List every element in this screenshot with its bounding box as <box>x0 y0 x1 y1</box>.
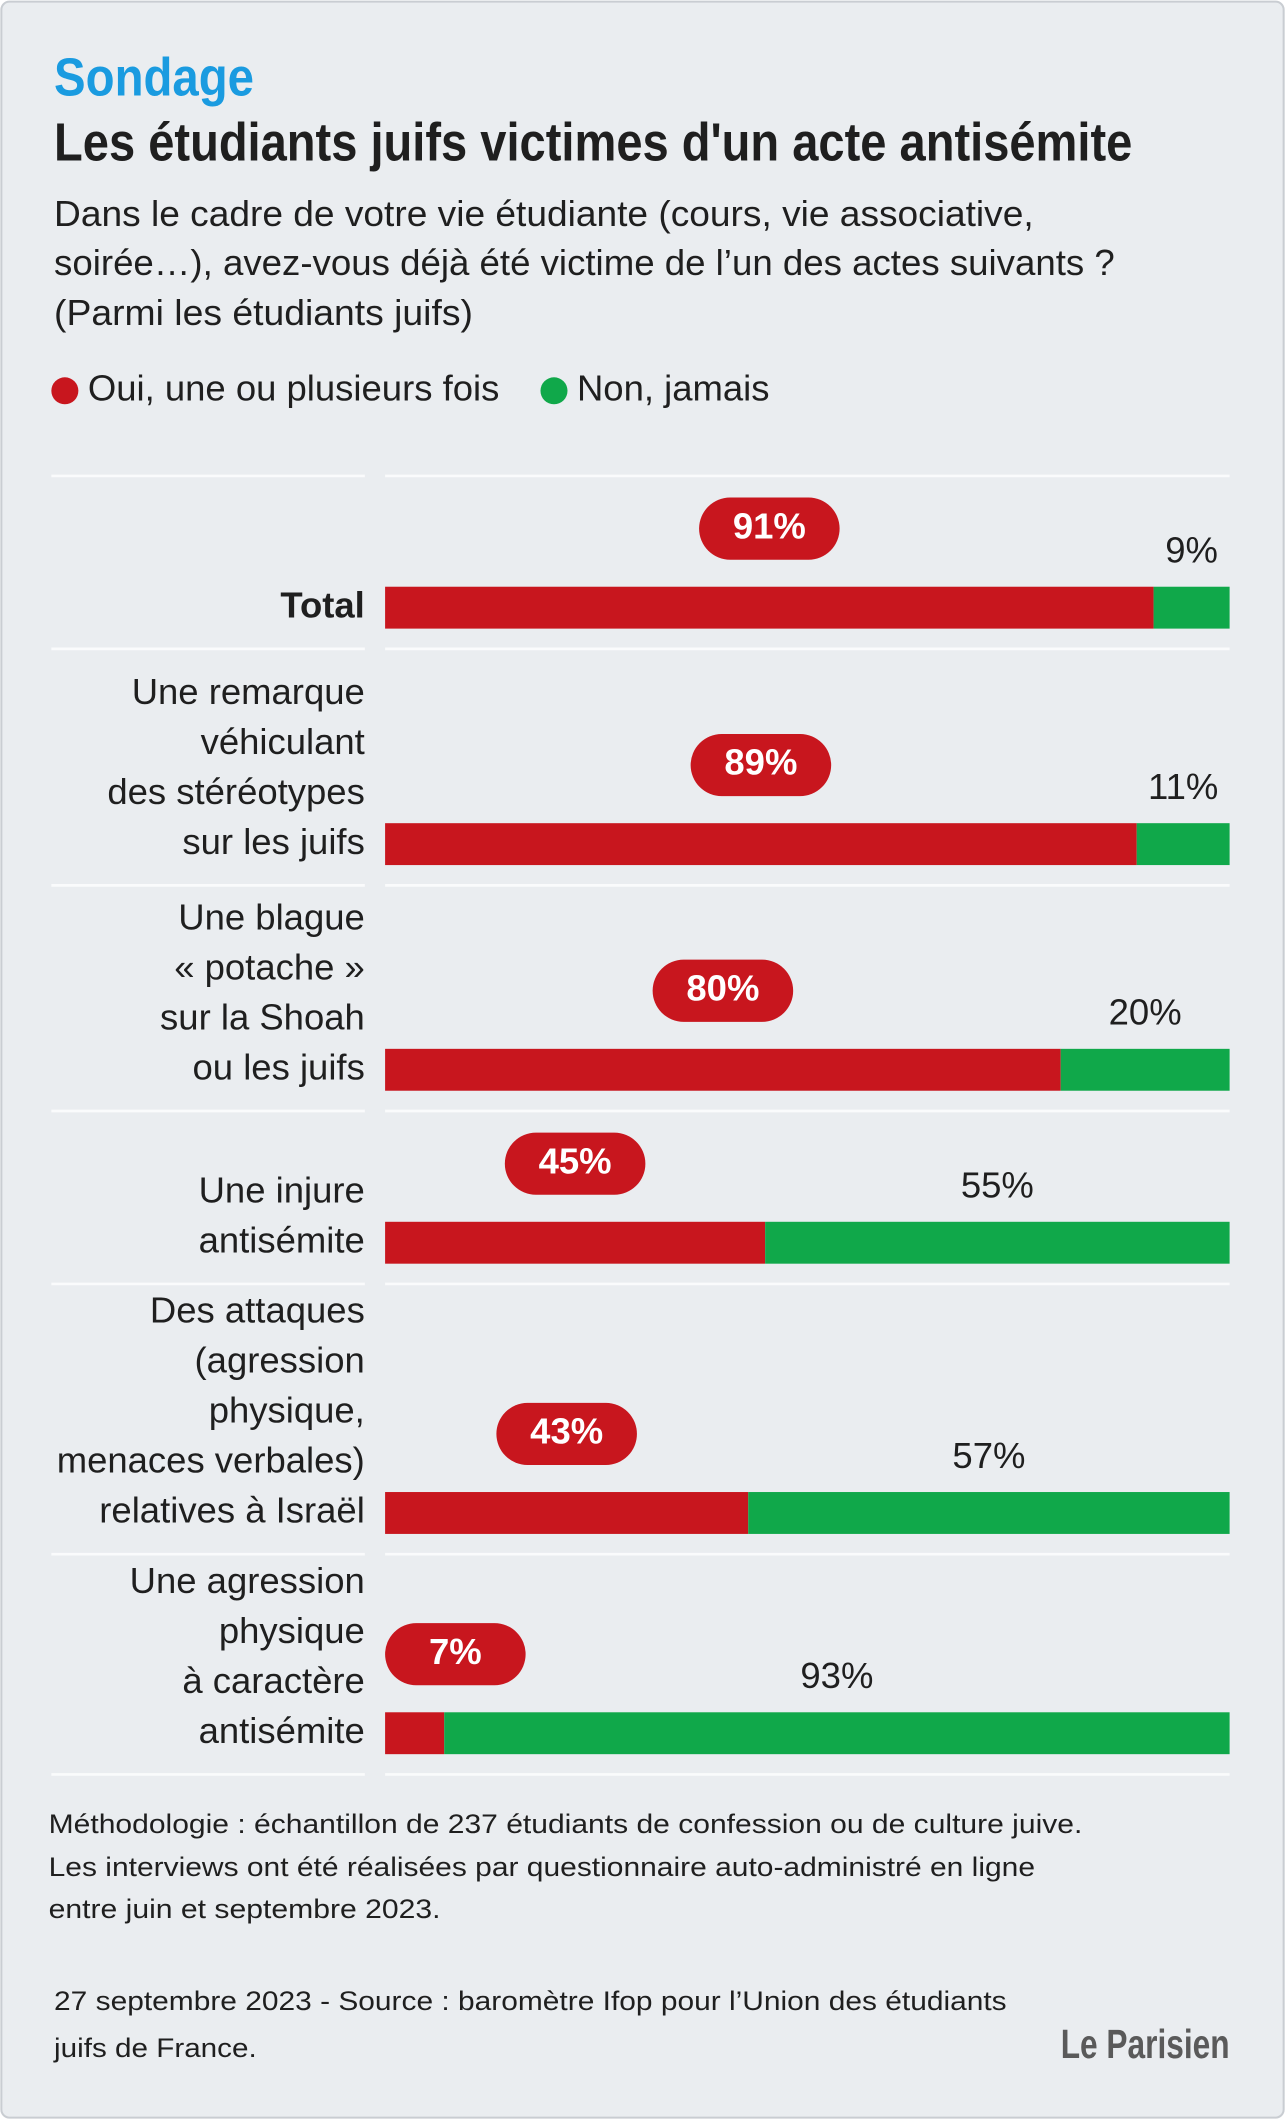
category-label: antisémite <box>199 1219 365 1260</box>
note: entre juin et septembre 2023. <box>49 1894 441 1924</box>
legend-label: Non, jamais <box>577 367 770 408</box>
value-pill <box>652 959 794 1022</box>
bar-segment <box>385 586 1154 629</box>
category-label: à caractère <box>182 1660 364 1701</box>
value-label: 11% <box>1148 766 1218 807</box>
source: juifs de France. <box>53 2033 257 2063</box>
value-label: 57% <box>952 1435 1025 1476</box>
bar-segment <box>1136 823 1230 866</box>
category-label: Une remarque <box>132 671 365 712</box>
category-label: physique <box>219 1610 365 1651</box>
category-label: « potache » <box>174 946 365 987</box>
value-pill <box>690 734 832 797</box>
note: Méthodologie : échantillon de 237 étudia… <box>49 1809 1083 1839</box>
chart-title: Les étudiants juifs victimes d'un acte a… <box>54 113 1132 173</box>
category-label: véhiculant <box>201 721 365 762</box>
value-label: 45% <box>539 1140 612 1181</box>
logo: Le Parisien <box>1061 2021 1230 2067</box>
bar-segment <box>385 1712 445 1755</box>
bar-segment <box>748 1492 1230 1534</box>
category-label: Une injure <box>199 1169 365 1210</box>
value-pill <box>504 1132 646 1195</box>
legend-swatch <box>540 377 568 405</box>
bar-segment <box>444 1712 1230 1755</box>
source: 27 septembre 2023 - Source : baromètre I… <box>54 1986 1007 2016</box>
category-label: relatives à Israël <box>99 1490 365 1531</box>
value-label: 55% <box>961 1165 1034 1206</box>
subtitle: soirée…), avez-vous déjà été victime de … <box>54 242 1115 283</box>
value-pill <box>496 1402 637 1466</box>
category-label: des stéréotypes <box>107 771 364 812</box>
category-label: Des attaques <box>150 1290 365 1331</box>
value-label: 91% <box>733 505 806 546</box>
category-label: physique, <box>209 1390 365 1431</box>
bar-segment <box>385 823 1137 866</box>
bar-segment <box>1060 1048 1230 1091</box>
bar-segment <box>765 1221 1230 1264</box>
value-label: 20% <box>1109 992 1182 1033</box>
subtitle: Dans le cadre de votre vie étudiante (co… <box>54 193 1034 234</box>
value-label: 89% <box>724 742 797 783</box>
value-label: 93% <box>800 1655 873 1696</box>
bar-segment <box>385 1221 766 1264</box>
value-label: 80% <box>686 967 759 1008</box>
category-label: menaces verbales) <box>57 1440 365 1481</box>
category-label: Une agression <box>130 1560 365 1601</box>
value-label: 43% <box>530 1411 603 1452</box>
value-label: 7% <box>429 1631 482 1672</box>
bar-segment <box>1153 586 1230 629</box>
legend-label: Oui, une ou plusieurs fois <box>88 367 500 408</box>
subtitle: (Parmi les étudiants juifs) <box>54 292 473 333</box>
category-label: antisémite <box>199 1710 365 1751</box>
value-label: 9% <box>1165 530 1218 571</box>
category-label: Une blague <box>178 896 365 937</box>
value-pill <box>385 1623 526 1686</box>
bar-segment <box>385 1492 749 1534</box>
legend-swatch <box>51 377 79 405</box>
category-label: sur la Shoah <box>160 996 365 1037</box>
category-label: (agression <box>195 1340 365 1381</box>
bar-segment <box>385 1048 1061 1091</box>
kicker: Sondage <box>54 48 254 108</box>
category-label: ou les juifs <box>193 1046 365 1087</box>
value-pill <box>699 497 840 560</box>
category-label: Total <box>280 584 364 625</box>
category-label: sur les juifs <box>182 821 364 862</box>
note: Les interviews ont été réalisées par que… <box>49 1852 1035 1882</box>
